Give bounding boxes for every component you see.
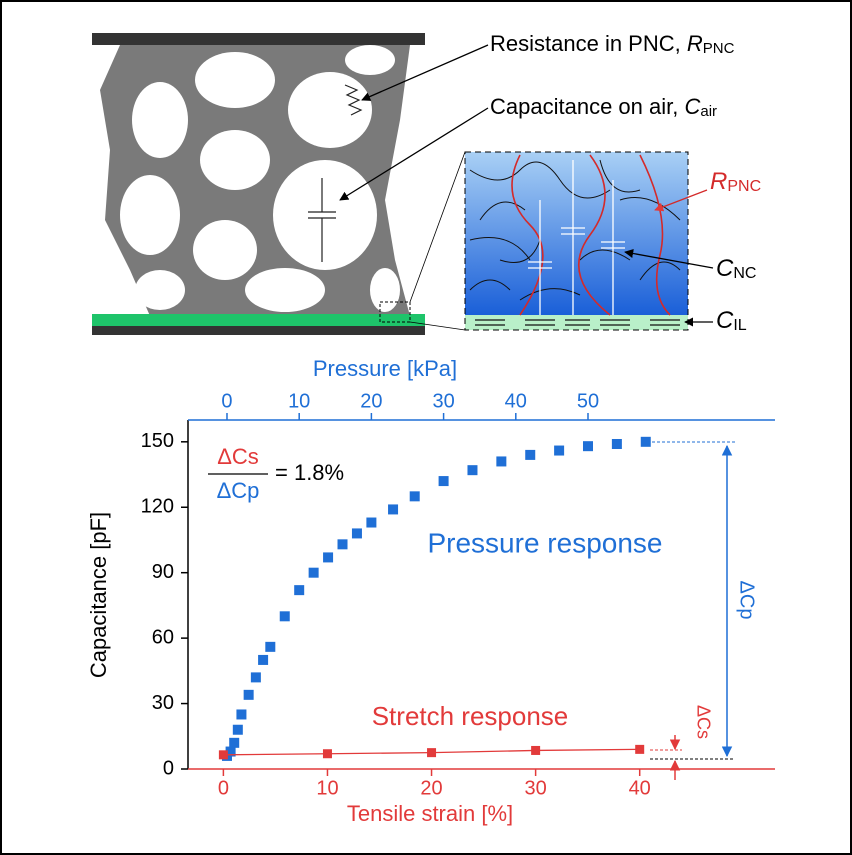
- subscript: NC: [733, 265, 756, 282]
- air-label: Capacitance on air, Cair: [490, 94, 717, 120]
- y-tick-label: 30: [152, 692, 174, 714]
- data-point: [554, 446, 564, 456]
- x2-tick-label: 20: [360, 390, 382, 412]
- data-point: [410, 491, 420, 501]
- data-point: [280, 611, 290, 621]
- ratio-value: = 1.8%: [275, 460, 344, 485]
- delta-p-label: ΔCp: [736, 581, 758, 620]
- y-tick-label: 0: [163, 757, 174, 779]
- subscript: PNC: [703, 40, 735, 57]
- ratio-numerator: ΔCs: [217, 444, 259, 469]
- data-point: [244, 690, 254, 700]
- data-point: [236, 709, 246, 719]
- x-tick-label: 0: [218, 777, 229, 799]
- data-point: [309, 568, 319, 578]
- x2-tick-label: 30: [432, 390, 454, 412]
- ratio-denominator: ΔCp: [217, 478, 260, 503]
- data-point: [366, 518, 376, 528]
- data-point: [612, 439, 622, 449]
- data-point: [219, 750, 228, 759]
- data-point: [338, 539, 348, 549]
- data-point: [496, 456, 506, 466]
- data-point: [265, 642, 275, 652]
- subscript: IL: [733, 317, 746, 334]
- x2-tick-label: 10: [288, 390, 310, 412]
- y-axis-label: Capacitance [pF]: [86, 512, 111, 678]
- x-tick-label: 30: [524, 777, 546, 799]
- x2-tick-label: 50: [577, 390, 599, 412]
- symbol: C: [684, 94, 700, 119]
- figure: Resistance in PNC, RPNC Capacitance on a…: [0, 0, 852, 855]
- data-point: [323, 552, 333, 562]
- data-point: [583, 441, 593, 451]
- x-axis-label: Tensile strain [%]: [347, 801, 513, 826]
- data-point: [388, 504, 398, 514]
- x2-axis-label: Pressure [kPa]: [313, 356, 457, 381]
- x2-tick-label: 40: [505, 390, 527, 412]
- y-tick-label: 120: [141, 496, 174, 518]
- data-point: [525, 450, 535, 460]
- symbol: R: [710, 168, 727, 195]
- subscript: air: [700, 103, 717, 120]
- x-tick-label: 20: [420, 777, 442, 799]
- pressure-annotation: Pressure response: [427, 527, 662, 558]
- subscript: PNC: [727, 178, 761, 195]
- symbol: C: [716, 255, 734, 282]
- y-tick-label: 60: [152, 626, 174, 648]
- data-point: [427, 748, 436, 757]
- symbol: R: [687, 31, 703, 56]
- data-point: [635, 745, 644, 754]
- stretch-annotation: Stretch response: [372, 701, 569, 731]
- data-point: [531, 746, 540, 755]
- x-tick-label: 10: [316, 777, 338, 799]
- label-text: Capacitance on air,: [490, 94, 684, 119]
- symbol: C: [716, 307, 734, 334]
- data-point: [229, 738, 239, 748]
- y-tick-label: 150: [141, 430, 174, 452]
- data-point: [251, 672, 261, 682]
- delta-s-label: ΔCs: [693, 705, 713, 739]
- x-tick-label: 40: [629, 777, 651, 799]
- label-text: Resistance in PNC,: [490, 31, 687, 56]
- y-tick-label: 90: [152, 561, 174, 583]
- data-point: [323, 749, 332, 758]
- data-point: [467, 465, 477, 475]
- data-point: [439, 476, 449, 486]
- resistance-label: Resistance in PNC, RPNC: [490, 31, 735, 57]
- data-point: [258, 655, 268, 665]
- data-point: [233, 725, 243, 735]
- x2-tick-label: 0: [221, 390, 232, 412]
- data-point: [641, 437, 651, 447]
- data-point: [294, 585, 304, 595]
- data-point: [352, 528, 362, 538]
